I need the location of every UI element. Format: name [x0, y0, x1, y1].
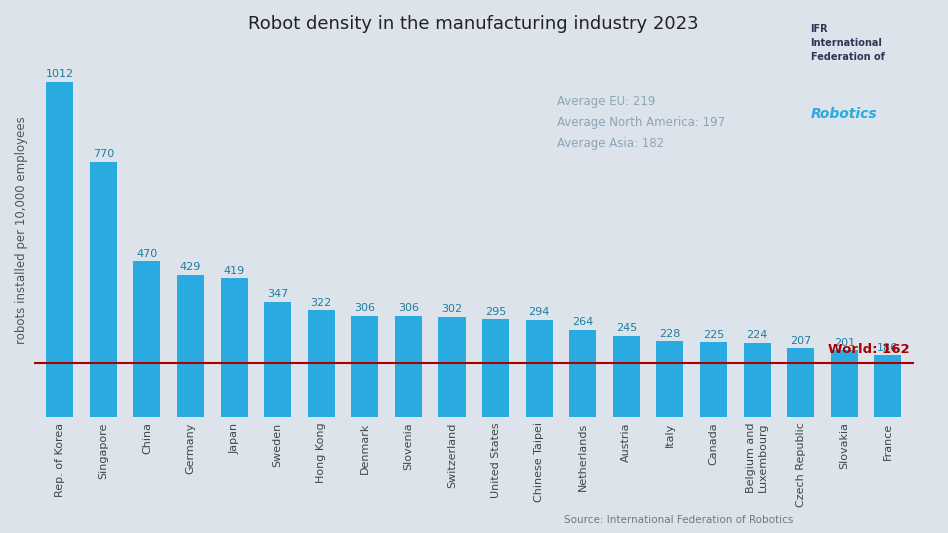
Text: 201: 201 [833, 338, 855, 348]
Bar [656, 342, 684, 417]
Text: 207: 207 [790, 336, 811, 346]
Text: 306: 306 [355, 303, 375, 313]
Text: 770: 770 [93, 149, 114, 159]
Bar [526, 320, 553, 417]
Bar [830, 350, 858, 417]
Text: 224: 224 [746, 330, 768, 340]
Text: 295: 295 [485, 306, 506, 317]
Bar [787, 349, 814, 417]
Bar [569, 329, 596, 417]
Text: 294: 294 [528, 307, 550, 317]
Text: IFR
International
Federation of: IFR International Federation of [811, 24, 884, 62]
Text: 264: 264 [573, 317, 593, 327]
Text: 186: 186 [877, 343, 899, 353]
Text: 470: 470 [137, 249, 157, 259]
Text: 322: 322 [311, 298, 332, 308]
Bar [874, 356, 902, 417]
Text: Source: International Federation of Robotics: Source: International Federation of Robo… [564, 515, 793, 525]
Bar [743, 343, 771, 417]
Bar [395, 316, 422, 417]
Text: 245: 245 [616, 323, 637, 333]
Bar [352, 316, 378, 417]
Text: Robotics: Robotics [811, 107, 877, 120]
Text: 1012: 1012 [46, 69, 74, 79]
Text: World: 162: World: 162 [828, 343, 910, 356]
Bar [90, 162, 117, 417]
Bar [177, 275, 204, 417]
Text: 429: 429 [180, 262, 201, 272]
Bar [308, 310, 335, 417]
Bar [46, 82, 73, 417]
Y-axis label: robots installed per 10,000 employees: robots installed per 10,000 employees [15, 116, 28, 344]
Bar [612, 336, 640, 417]
Bar [221, 278, 247, 417]
Text: 306: 306 [398, 303, 419, 313]
Text: 419: 419 [224, 265, 245, 276]
Title: Robot density in the manufacturing industry 2023: Robot density in the manufacturing indus… [248, 15, 699, 33]
Text: 225: 225 [702, 330, 724, 340]
Bar [134, 261, 160, 417]
Bar [439, 317, 465, 417]
Text: 347: 347 [267, 289, 288, 300]
Text: 228: 228 [659, 329, 681, 339]
Bar [264, 302, 291, 417]
Bar [483, 319, 509, 417]
Bar [700, 342, 727, 417]
Text: 302: 302 [442, 304, 463, 314]
Text: Average EU: 219
Average North America: 197
Average Asia: 182: Average EU: 219 Average North America: 1… [557, 95, 725, 150]
